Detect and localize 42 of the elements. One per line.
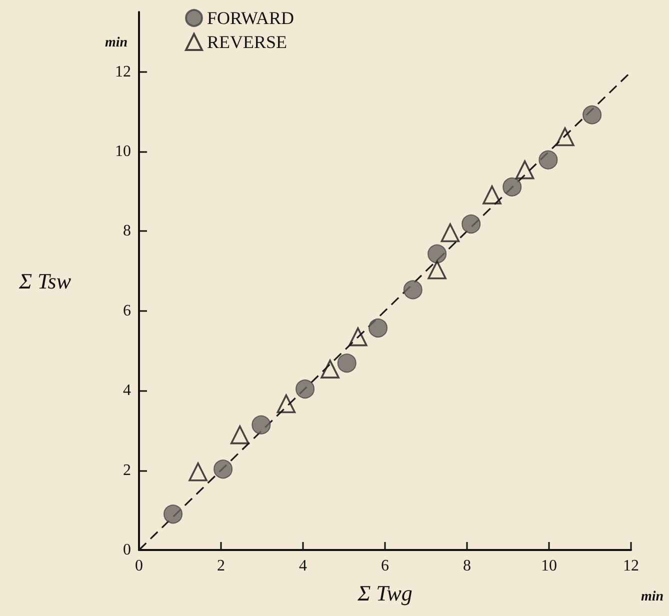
point xyxy=(440,223,460,242)
legend-label: FORWARD xyxy=(207,8,294,28)
y-tick-label: 12 xyxy=(115,63,131,80)
point xyxy=(276,394,296,414)
y-tick-label: 10 xyxy=(115,142,131,160)
point xyxy=(502,177,522,196)
x-axis-title: Σ Twg xyxy=(356,580,412,606)
legend-label: REVERSE xyxy=(207,32,288,52)
point xyxy=(230,425,250,444)
y-tick-label: 2 xyxy=(123,462,131,479)
point xyxy=(403,280,422,300)
point xyxy=(320,360,340,378)
point xyxy=(164,504,183,524)
x-tick-label: 12 xyxy=(623,558,639,574)
x-tick-label: 10 xyxy=(541,558,557,574)
x-tick-label: 4 xyxy=(299,558,307,574)
y-axis-title: Σ Tsw xyxy=(18,268,72,294)
y-tick-label: 6 xyxy=(123,302,131,320)
point xyxy=(368,318,388,338)
y-tick-label: 0 xyxy=(123,542,131,558)
text: min xyxy=(105,35,128,50)
x-tick-label: 6 xyxy=(381,558,389,574)
point xyxy=(337,354,356,373)
point xyxy=(538,150,558,170)
point xyxy=(252,415,271,434)
point xyxy=(556,127,574,146)
y-tick-label: 4 xyxy=(123,382,131,400)
point xyxy=(482,186,502,204)
x-tick-label: 0 xyxy=(135,558,143,574)
point xyxy=(462,214,481,234)
text: min xyxy=(641,590,664,604)
point xyxy=(515,160,534,180)
x-tick-label: 2 xyxy=(217,558,225,574)
point xyxy=(428,244,447,264)
point xyxy=(428,260,446,280)
point xyxy=(296,380,315,398)
point xyxy=(348,327,368,346)
point xyxy=(214,460,233,479)
x-tick-label: 8 xyxy=(463,558,471,574)
y-tick-label: 8 xyxy=(123,222,131,240)
point xyxy=(582,105,602,124)
point xyxy=(188,462,208,482)
